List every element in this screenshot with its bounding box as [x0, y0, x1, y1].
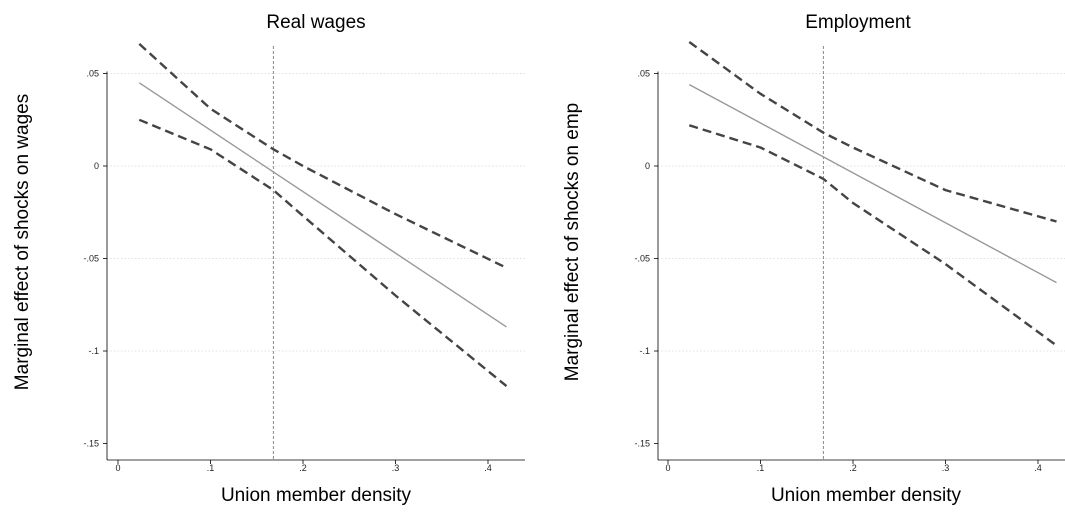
x-tick-label: .3: [942, 463, 950, 473]
x-tick-label: .4: [1034, 463, 1042, 473]
chart-panel-1: -.15 -.1 -.05 0 .05 0 .1 .2 .3 .4 Employment Union …: [562, 12, 1065, 506]
chart-title: Employment: [805, 12, 911, 33]
x-tick-label: .3: [392, 463, 400, 473]
series-line-upper: [688, 41, 1057, 223]
y-tick-label: .05: [86, 69, 99, 79]
x-tick-label: .2: [299, 463, 307, 473]
y-tick-label: .05: [637, 69, 650, 79]
series-line-estimate: [688, 83, 1057, 284]
y-tick-label: 0: [645, 161, 650, 171]
x-axis-label: Union member density: [221, 485, 412, 506]
x-tick-label: 0: [665, 463, 670, 473]
series-line-estimate: [138, 82, 507, 328]
x-tick-label: .2: [849, 463, 857, 473]
chart-panel-0: -.15 -.1 -.05 0 .05 0 .1 .2 .3 .4 Real wages Union …: [12, 12, 525, 506]
y-axis-label: Marginal effect of shocks on emp: [562, 103, 583, 381]
series-line-lower: [138, 118, 508, 388]
y-tick-label: -.1: [639, 346, 650, 356]
x-axis-label: Union member density: [771, 485, 962, 506]
y-tick-label: -.15: [83, 439, 99, 449]
y-tick-label: -.05: [83, 254, 99, 264]
x-tick-label: 0: [115, 463, 120, 473]
y-tick-label: -.1: [88, 346, 99, 356]
y-tick-label: 0: [94, 161, 99, 171]
series-line-upper: [138, 43, 508, 269]
x-tick-label: .1: [757, 463, 765, 473]
x-tick-label: .4: [484, 463, 492, 473]
y-axis-label: Marginal effect of shocks on wages: [12, 94, 33, 390]
series-line-lower: [688, 124, 1058, 347]
y-tick-label: -.05: [634, 254, 650, 264]
x-tick-label: .1: [207, 463, 215, 473]
y-tick-label: -.15: [634, 439, 650, 449]
chart-title: Real wages: [266, 12, 365, 33]
